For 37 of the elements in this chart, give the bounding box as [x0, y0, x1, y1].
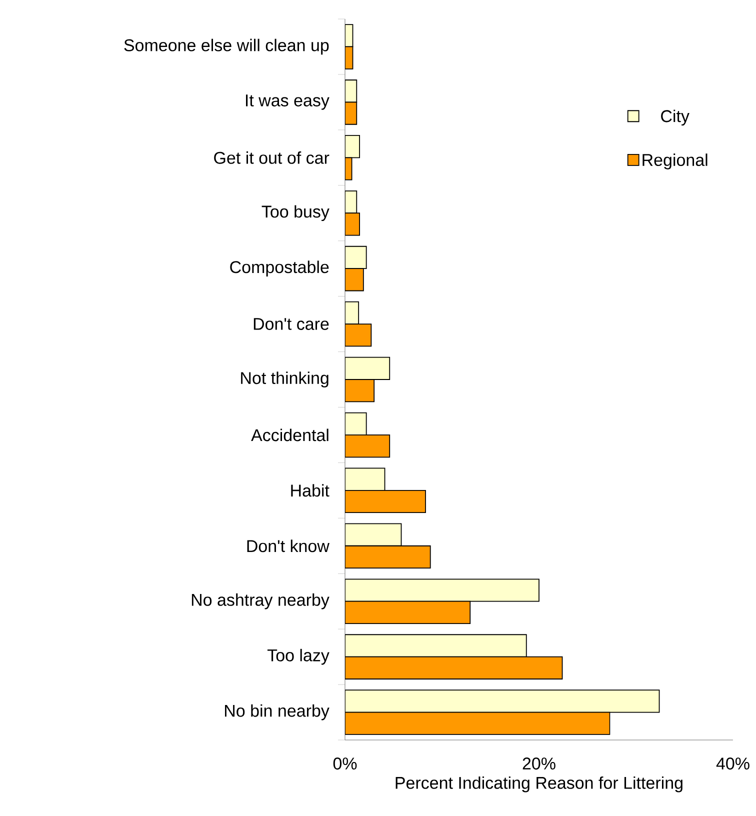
bar	[345, 356, 390, 380]
bar	[345, 268, 364, 292]
bar	[345, 634, 527, 658]
y-tick-label: Someone else will clean up	[124, 38, 329, 55]
bar	[345, 324, 372, 347]
y-tick-label: Compostable	[230, 260, 329, 276]
y-tick-label: Don't know	[247, 540, 330, 552]
x-tick-label: 0%	[333, 758, 357, 770]
y-tick-label: No ashtray nearby	[192, 593, 330, 610]
legend-label: City	[661, 110, 690, 126]
bar	[345, 490, 426, 514]
bar	[345, 690, 660, 713]
bar	[345, 656, 563, 680]
bar	[345, 246, 367, 270]
y-tick-label: It was easy	[246, 94, 330, 110]
y-tick-label: No bin nearby	[225, 704, 330, 720]
bar	[345, 379, 375, 402]
y-tick-label: Habit	[291, 484, 330, 497]
x-tick-label: 40%	[716, 758, 750, 770]
legend-label: Regional	[642, 154, 708, 170]
y-tick-label: Too busy	[262, 205, 330, 222]
y-tick-label: Accidental	[251, 428, 328, 442]
bar	[345, 712, 610, 735]
x-tick-label: 20%	[522, 758, 556, 770]
bar	[345, 468, 386, 491]
y-tick-label: Don't care	[254, 318, 329, 330]
bar	[345, 523, 402, 546]
bar	[345, 212, 360, 236]
bar	[345, 545, 431, 569]
x-axis-title: Percent Indicating Reason for Littering	[396, 776, 682, 792]
bar	[345, 434, 390, 458]
y-tick-label: Get it out of car	[214, 151, 330, 164]
y-tick-label: Not thinking	[241, 372, 328, 388]
bar	[345, 578, 540, 602]
bar	[345, 412, 367, 436]
y-tick-label: Too lazy	[267, 648, 330, 665]
bar	[345, 600, 471, 624]
